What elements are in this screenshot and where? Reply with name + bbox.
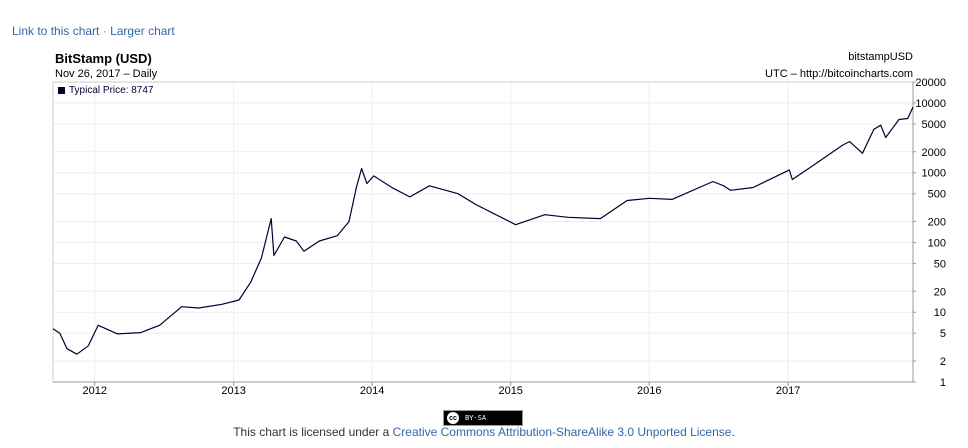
- x-tick-label: 2017: [776, 385, 800, 397]
- license-suffix: .: [731, 425, 735, 439]
- larger-chart-link[interactable]: Larger chart: [110, 24, 175, 38]
- y-tick-label: 5: [940, 328, 946, 340]
- license-text: This chart is licensed under a Creative …: [0, 425, 968, 439]
- chart-title: BitStamp (USD): [55, 51, 152, 66]
- plot-area: [53, 82, 913, 382]
- by-sa-label: BY-SA: [465, 414, 487, 422]
- x-tick-label: 2016: [637, 385, 661, 397]
- cc-license-badge[interactable]: cc BY-SA: [443, 410, 523, 426]
- chart-source: UTC – http://bitcoincharts.com: [765, 68, 913, 80]
- x-tick-label: 2014: [360, 385, 384, 397]
- y-tick-label: 2000: [922, 147, 946, 159]
- y-tick-label: 20: [934, 286, 946, 298]
- y-tick-label: 200: [928, 217, 946, 229]
- license-link[interactable]: Creative Commons Attribution-ShareAlike …: [392, 425, 732, 439]
- y-tick-label: 5000: [922, 119, 946, 131]
- link-to-chart[interactable]: Link to this chart: [12, 24, 100, 38]
- price-chart: 1 2 5 10 20 50 100 200 500 1000 2000 5000 10000 20000…: [52, 77, 946, 397]
- legend-label: Typical Price: 8747: [69, 85, 154, 96]
- y-tick-label: 20000: [915, 77, 946, 89]
- y-tick-label: 500: [928, 189, 946, 201]
- y-tick-label: 50: [934, 258, 946, 270]
- chart-date: Nov 26, 2017 – Daily: [55, 68, 158, 80]
- cc-icon: cc: [447, 412, 459, 424]
- license-prefix: This chart is licensed under a: [233, 425, 390, 439]
- y-tick-label: 10: [934, 307, 946, 319]
- y-tick-label: 2: [940, 356, 946, 368]
- y-tick-label: 1: [940, 377, 946, 389]
- y-tick-label: 100: [928, 237, 946, 249]
- link-separator: ·: [102, 24, 107, 38]
- legend-swatch: [58, 87, 65, 94]
- series-line-typical-price: [52, 106, 914, 355]
- x-tick-label: 2015: [498, 385, 522, 397]
- chart-legend: Typical Price: 8747: [58, 85, 154, 96]
- x-tick-label: 2012: [83, 385, 107, 397]
- x-tick-label: 2013: [221, 385, 245, 397]
- chart-links: Link to this chart · Larger chart: [12, 24, 175, 38]
- chart-symbol: bitstampUSD: [848, 51, 913, 63]
- y-tick-label: 1000: [922, 168, 946, 180]
- y-tick-label: 10000: [915, 98, 946, 110]
